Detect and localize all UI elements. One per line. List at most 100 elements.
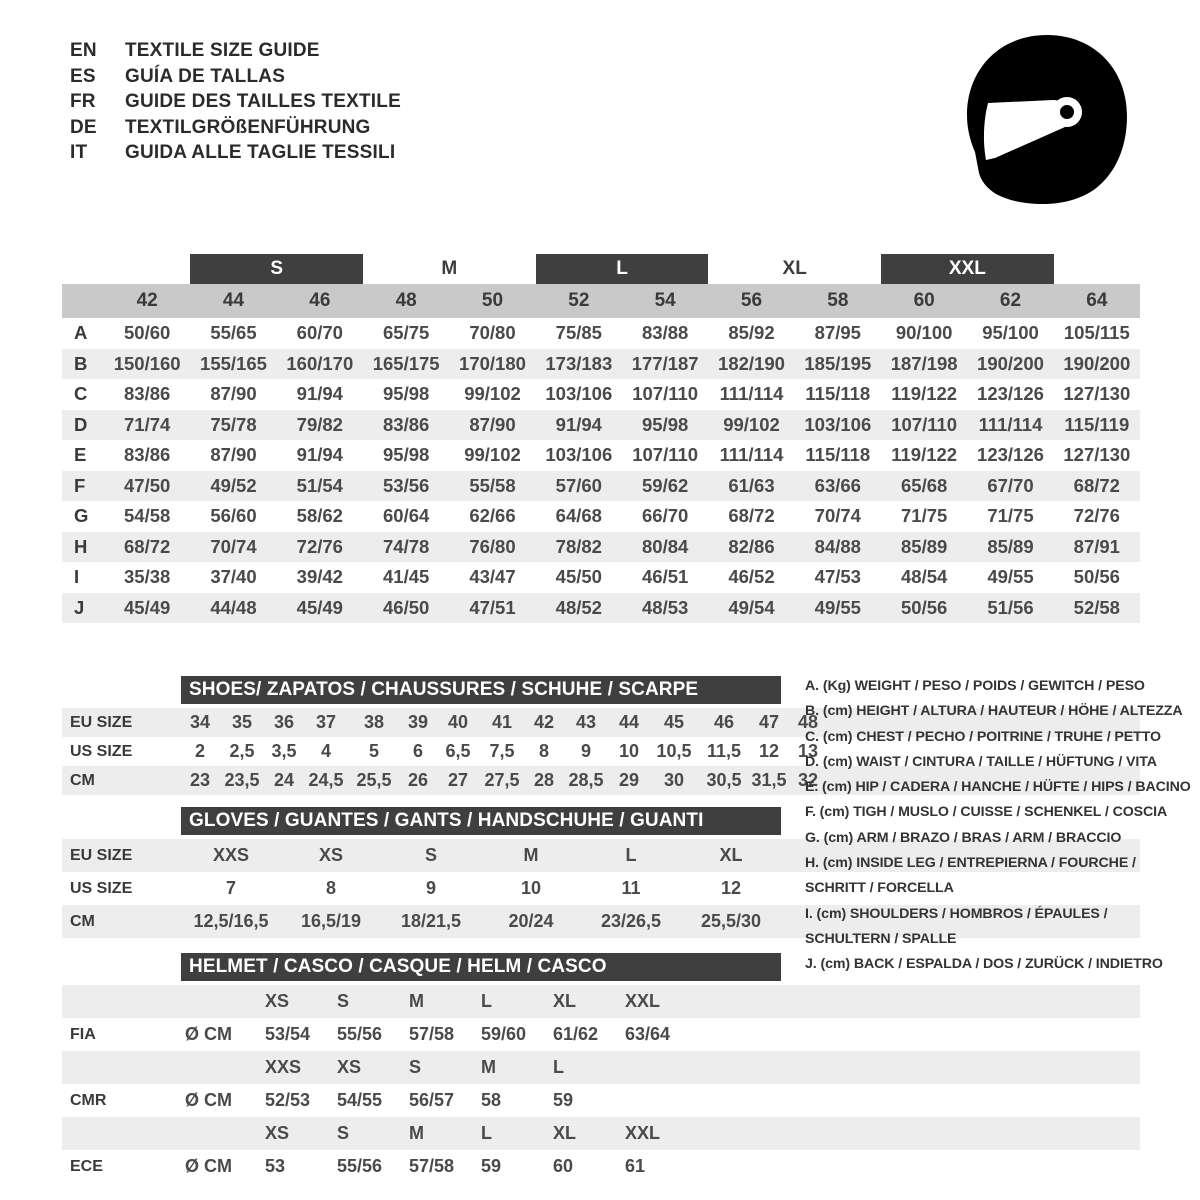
measurement-legend: A. (Kg) WEIGHT / PESO / POIDS / GEWITCH … [805, 674, 1191, 978]
shoes-cell: 44 [618, 712, 640, 732]
helmet-size-cell: S [409, 1057, 422, 1077]
measurement-cell: 71/75 [901, 505, 948, 527]
shoes-cell: 28 [533, 770, 555, 790]
measurement-row: G 54/58 56/60 58/62 60/64 62/66 64/68 66/70 68/7… [62, 501, 1140, 532]
measurement-cell: 107/110 [632, 383, 699, 405]
measurement-cell: 54/58 [124, 505, 171, 527]
measurement-cell: 55/65 [210, 322, 257, 344]
helmet-value-cell: 61/62 [553, 1024, 599, 1044]
gloves-row: CM 12,5/16,5 16,5/19 18/21,5 20/24 23/26,5 25,… [62, 905, 1140, 938]
measurement-cell: 74/78 [362, 531, 450, 562]
size-number-header-cell: 48 [362, 284, 450, 318]
measurement-cell: 72/76 [1073, 505, 1120, 527]
measurement-cell: 95/100 [982, 322, 1039, 344]
gloves-cell: XL [719, 845, 743, 865]
gloves-row-label: US SIZE [70, 879, 133, 897]
gloves-cell: M [523, 845, 539, 865]
measurement-row-label: E [74, 444, 87, 466]
racing-helmet-icon [955, 32, 1140, 207]
measurement-cell: 46/52 [728, 566, 775, 588]
shoes-cell: 4 [320, 741, 331, 761]
measurement-cell: 44/48 [190, 592, 277, 623]
helmet-size-cell: L [553, 1057, 564, 1077]
measurement-cell: 62/66 [469, 505, 516, 527]
measurement-cell: 58/62 [296, 505, 343, 527]
size-number-header-cell: 54 [621, 284, 709, 318]
measurement-cell: 65/68 [880, 470, 968, 501]
measurement-cell: 83/86 [362, 409, 450, 440]
shoes-cell: 11,5 [706, 741, 742, 761]
gloves-cell: 16,5/19 [300, 911, 362, 931]
helmet-unit-label: Ø CM [185, 1024, 232, 1044]
measurement-cell: 95/98 [383, 444, 430, 466]
measurement-cell: 85/92 [728, 322, 775, 344]
shoes-cell: 6,5 [445, 741, 471, 761]
measurement-cell: 84/88 [794, 531, 881, 562]
title-text: GUÍA DE TALLAS [125, 65, 286, 87]
gloves-row: EU SIZE XXS XS S M L XL [62, 839, 1140, 872]
size-band-s: S [190, 254, 363, 284]
shoes-cell: 38 [363, 712, 385, 732]
measurement-row: C 83/86 87/90 91/94 95/98 99/102 103/106 107/11… [62, 379, 1140, 410]
helmet-value-cell: 52/53 [265, 1090, 311, 1110]
title-text: TEXTILE SIZE GUIDE [125, 40, 320, 61]
measurement-cell: 85/89 [880, 531, 968, 562]
size-number-header-cell: 56 [708, 284, 795, 318]
measurement-cell: 37/40 [210, 566, 257, 588]
measurement-cell: 99/102 [464, 444, 521, 466]
helmet-unit-label: Ø CM [185, 1090, 232, 1110]
measurement-cell: 182/190 [708, 348, 795, 379]
helmet-size-cell: S [337, 991, 350, 1011]
helmet-value-cell: 53/54 [265, 1024, 311, 1044]
gloves-cell: 18/21,5 [400, 911, 462, 931]
title-language-code: EN [70, 40, 97, 61]
measurement-cell: 70/80 [469, 322, 516, 344]
legend-line: J. (cm) BACK / ESPALDA / DOS / ZURÜCK / … [805, 956, 1163, 973]
measurement-cell: 66/70 [642, 505, 689, 527]
measurement-cell: 111/114 [967, 409, 1054, 440]
helmet-size-row: XXS XS S M L [62, 1051, 1140, 1084]
measurement-cell: 47/50 [104, 470, 191, 501]
measurement-cell: 49/55 [794, 592, 881, 623]
helmet-table: HELMET / CASCO / CASQUE / HELM / CASCO X… [62, 951, 1140, 1181]
shoes-cell: 26 [407, 770, 429, 790]
title-row: DE TEXTILGRÖßENFÜHRUNG [70, 117, 770, 143]
measurement-cell: 72/76 [276, 531, 363, 562]
shoes-cell: 39 [407, 712, 429, 732]
measurement-row-label: G [74, 505, 89, 527]
helmet-value-cell: 57/58 [409, 1156, 455, 1176]
shoes-cell: 36 [273, 712, 295, 732]
measurement-cell: 50/56 [880, 592, 968, 623]
size-number-header-cell: 60 [880, 284, 968, 318]
shoes-banner: SHOES/ ZAPATOS / CHAUSSURES / SCHUHE / S… [181, 676, 781, 704]
size-band-empty [104, 254, 190, 284]
shoes-cell: 23,5 [224, 770, 260, 790]
measurement-cell: 91/94 [296, 383, 343, 405]
measurement-cell: 177/187 [621, 348, 709, 379]
helmet-value-cell: 53 [265, 1156, 286, 1176]
helmet-value-cell: 54/55 [337, 1090, 383, 1110]
measurement-cell: 47/53 [814, 566, 861, 588]
gloves-cell: XXS [212, 845, 250, 865]
measurement-cell: 160/170 [276, 348, 363, 379]
measurement-row-label: C [74, 383, 88, 405]
helmet-standard-label: CMR [70, 1091, 107, 1109]
legend-line: C. (cm) CHEST / PECHO / POITRINE / TRUHE… [805, 728, 1161, 745]
measurement-cell: 70/74 [814, 505, 861, 527]
size-number-header-corner [62, 284, 104, 318]
measurement-cell: 155/165 [190, 348, 277, 379]
size-band-row: S M L XL XXL [62, 254, 1140, 284]
gloves-cell: 20/24 [508, 911, 554, 931]
title-text: TEXTILGRÖßENFÜHRUNG [125, 116, 371, 138]
measurement-row-label: J [62, 592, 104, 623]
measurement-row: E 83/86 87/90 91/94 95/98 99/102 103/106 107/11… [62, 440, 1140, 471]
measurement-cell: 48/54 [901, 566, 948, 588]
shoes-row-label: CM [70, 771, 95, 789]
measurement-cell: 68/72 [1053, 470, 1140, 501]
shoes-cell: 46 [713, 712, 735, 732]
helmet-size-cell: L [481, 1123, 492, 1143]
gloves-cell: 12 [720, 878, 742, 898]
title-language-code: IT [70, 142, 88, 163]
measurement-cell: 47/51 [449, 592, 536, 623]
size-band-m: M [441, 258, 458, 279]
